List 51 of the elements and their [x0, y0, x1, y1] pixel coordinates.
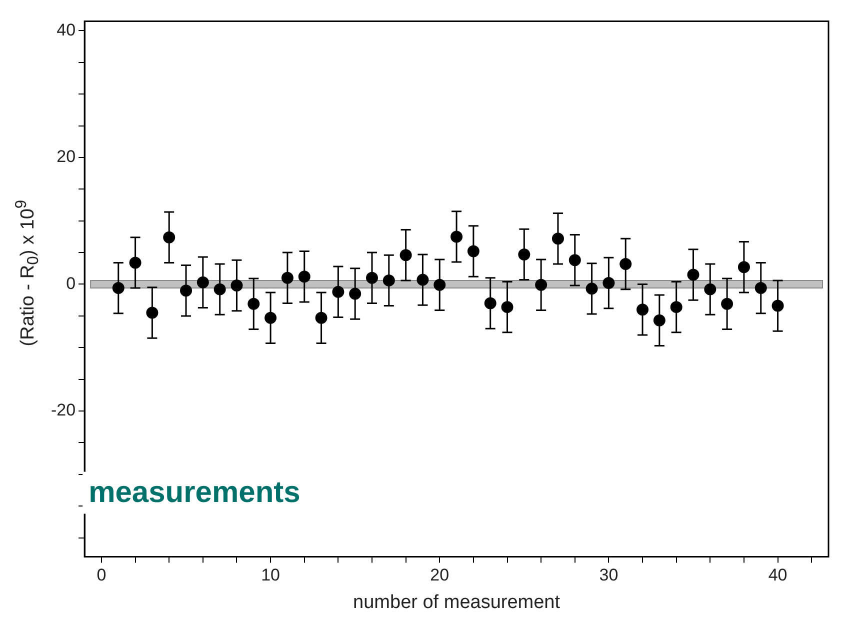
point	[146, 306, 158, 319]
point	[535, 278, 548, 291]
point	[248, 298, 260, 310]
point	[349, 288, 362, 300]
x-tick-label: 0	[96, 566, 106, 585]
point	[467, 245, 480, 258]
point	[214, 283, 226, 296]
point	[416, 274, 429, 286]
y-tick-label: -20	[50, 400, 76, 420]
x-tick-label: 40	[768, 566, 788, 585]
point	[721, 298, 734, 310]
annotation: measurements	[88, 476, 300, 509]
point	[180, 284, 192, 297]
point	[382, 274, 395, 286]
point	[434, 278, 446, 291]
point	[620, 258, 632, 270]
point	[704, 283, 716, 296]
x-tick-label: 30	[599, 566, 618, 585]
point	[602, 276, 615, 289]
point	[772, 300, 784, 312]
point	[636, 304, 649, 316]
point	[112, 282, 124, 294]
point	[653, 314, 666, 326]
point	[298, 270, 310, 283]
point	[366, 272, 378, 284]
point	[230, 280, 243, 292]
x-axis-title: number of measurement	[353, 592, 561, 613]
point	[450, 230, 463, 243]
point	[552, 232, 564, 245]
point	[687, 268, 700, 281]
point	[163, 231, 176, 244]
y-tick-label: 20	[56, 147, 76, 166]
x-tick-label: 10	[261, 566, 280, 585]
point	[264, 312, 277, 324]
point	[738, 261, 750, 274]
point	[484, 297, 496, 310]
point	[196, 276, 209, 288]
point	[518, 248, 530, 260]
point	[586, 282, 598, 295]
point	[501, 301, 514, 314]
point	[568, 254, 581, 266]
point	[332, 286, 344, 298]
point	[670, 301, 682, 314]
y-tick-label: 40	[56, 20, 76, 40]
point	[754, 282, 767, 294]
x-tick-label: 20	[430, 566, 450, 585]
point	[129, 256, 142, 269]
point	[315, 312, 328, 324]
point	[400, 249, 412, 262]
y-tick-label: 0	[66, 274, 76, 293]
point	[281, 272, 294, 284]
